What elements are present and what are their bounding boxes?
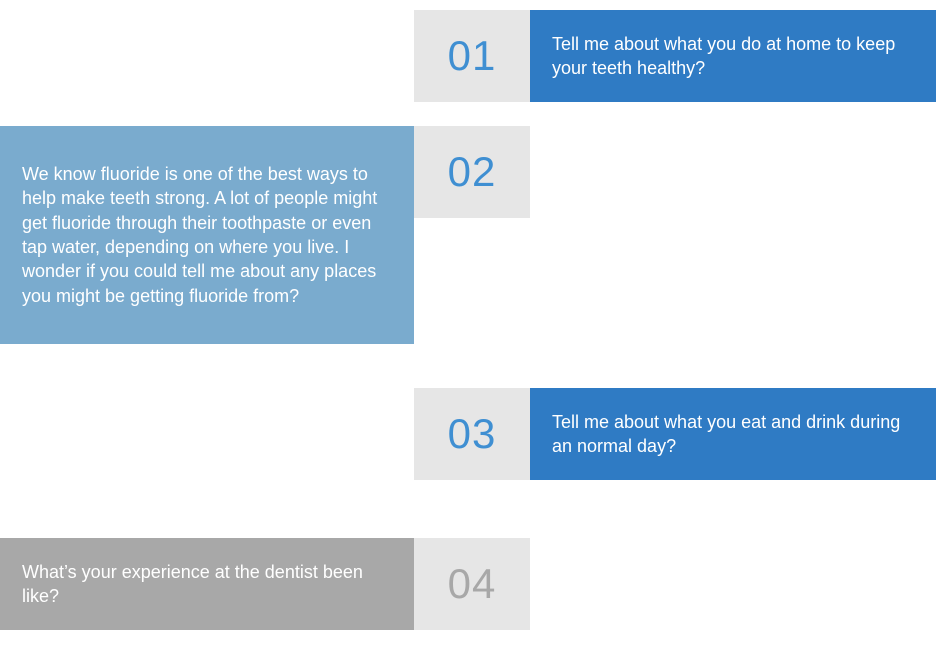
step-text-2: We know fluoride is one of the best ways… xyxy=(22,162,392,308)
step-number-2: 02 xyxy=(448,148,497,196)
step-number-box-4: 04 xyxy=(414,538,530,630)
step-text-box-4: What’s your experience at the dentist be… xyxy=(0,538,414,630)
step-number-box-2: 02 xyxy=(414,126,530,218)
step-number-1: 01 xyxy=(448,32,497,80)
step-text-box-1: Tell me about what you do at home to kee… xyxy=(530,10,936,102)
step-text-1: Tell me about what you do at home to kee… xyxy=(552,32,914,81)
step-text-3: Tell me about what you eat and drink dur… xyxy=(552,410,914,459)
step-text-4: What’s your experience at the dentist be… xyxy=(22,560,392,609)
step-text-box-2: We know fluoride is one of the best ways… xyxy=(0,126,414,344)
step-number-box-3: 03 xyxy=(414,388,530,480)
step-text-box-3: Tell me about what you eat and drink dur… xyxy=(530,388,936,480)
step-number-3: 03 xyxy=(448,410,497,458)
infographic-canvas: 01 Tell me about what you do at home to … xyxy=(0,0,936,656)
step-number-4: 04 xyxy=(448,560,497,608)
step-number-box-1: 01 xyxy=(414,10,530,102)
